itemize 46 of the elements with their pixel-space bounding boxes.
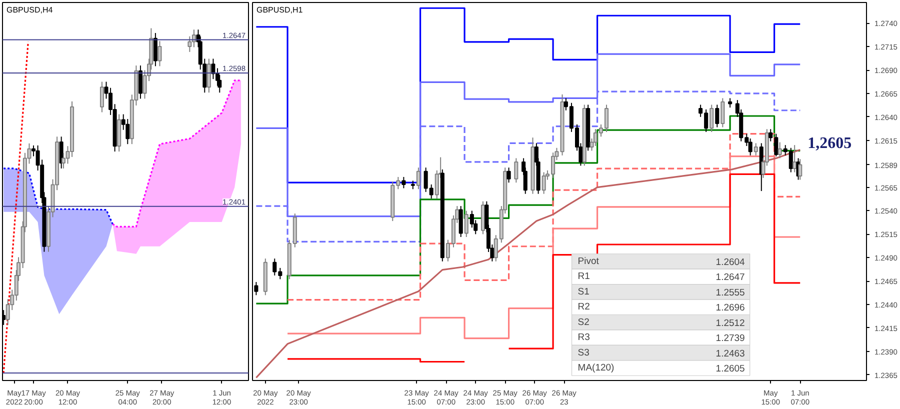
candlestick	[100, 81, 104, 113]
candlestick	[715, 104, 720, 128]
annotation: S3	[578, 347, 590, 358]
candlestick	[206, 58, 211, 94]
candlestick	[153, 32, 158, 67]
line-series	[255, 115, 801, 304]
annotation: 1.2604	[716, 256, 745, 268]
annotation: 1,2605	[808, 134, 852, 152]
candlestick	[710, 104, 714, 132]
annotation: S1	[578, 286, 590, 298]
candlestick	[748, 138, 752, 156]
annotation: 1.2739	[716, 333, 745, 344]
candlestick	[464, 210, 468, 238]
candlestick	[514, 158, 518, 184]
annotation: 1.2647	[716, 272, 745, 284]
annotation: 1.2696	[716, 302, 745, 314]
candlestick	[188, 36, 192, 52]
annotation: MA(120)	[578, 362, 614, 374]
candlestick	[416, 167, 420, 190]
annotation: R2	[578, 302, 590, 313]
candlestick	[211, 58, 216, 80]
candlestick	[542, 172, 546, 194]
candlestick	[506, 167, 511, 184]
candlestick	[754, 142, 758, 156]
annotation: Pivot	[578, 256, 600, 267]
chart-title: GBPUSD,H4	[6, 6, 54, 14]
candlestick	[138, 65, 142, 100]
annotation: 1.2605	[716, 364, 745, 375]
candlestick	[402, 176, 406, 189]
annotation: R1	[578, 271, 590, 282]
candlestick	[728, 98, 732, 108]
annotation: S2	[578, 316, 590, 328]
line-series	[286, 133, 801, 301]
line-series	[255, 148, 801, 378]
candlestick	[192, 29, 196, 48]
chart-title: GBPUSD,H1	[256, 6, 304, 14]
annotation: 1.2512	[716, 318, 745, 329]
annotation: 1.2555	[716, 287, 745, 298]
annotation: 1.2463	[716, 348, 745, 360]
annotation: R3	[578, 332, 590, 344]
candlestick	[458, 206, 463, 238]
candlestick	[720, 98, 725, 128]
candlestick	[778, 142, 782, 159]
line-series	[508, 173, 801, 350]
candlestick	[126, 118, 130, 145]
candlestick	[158, 40, 162, 67]
